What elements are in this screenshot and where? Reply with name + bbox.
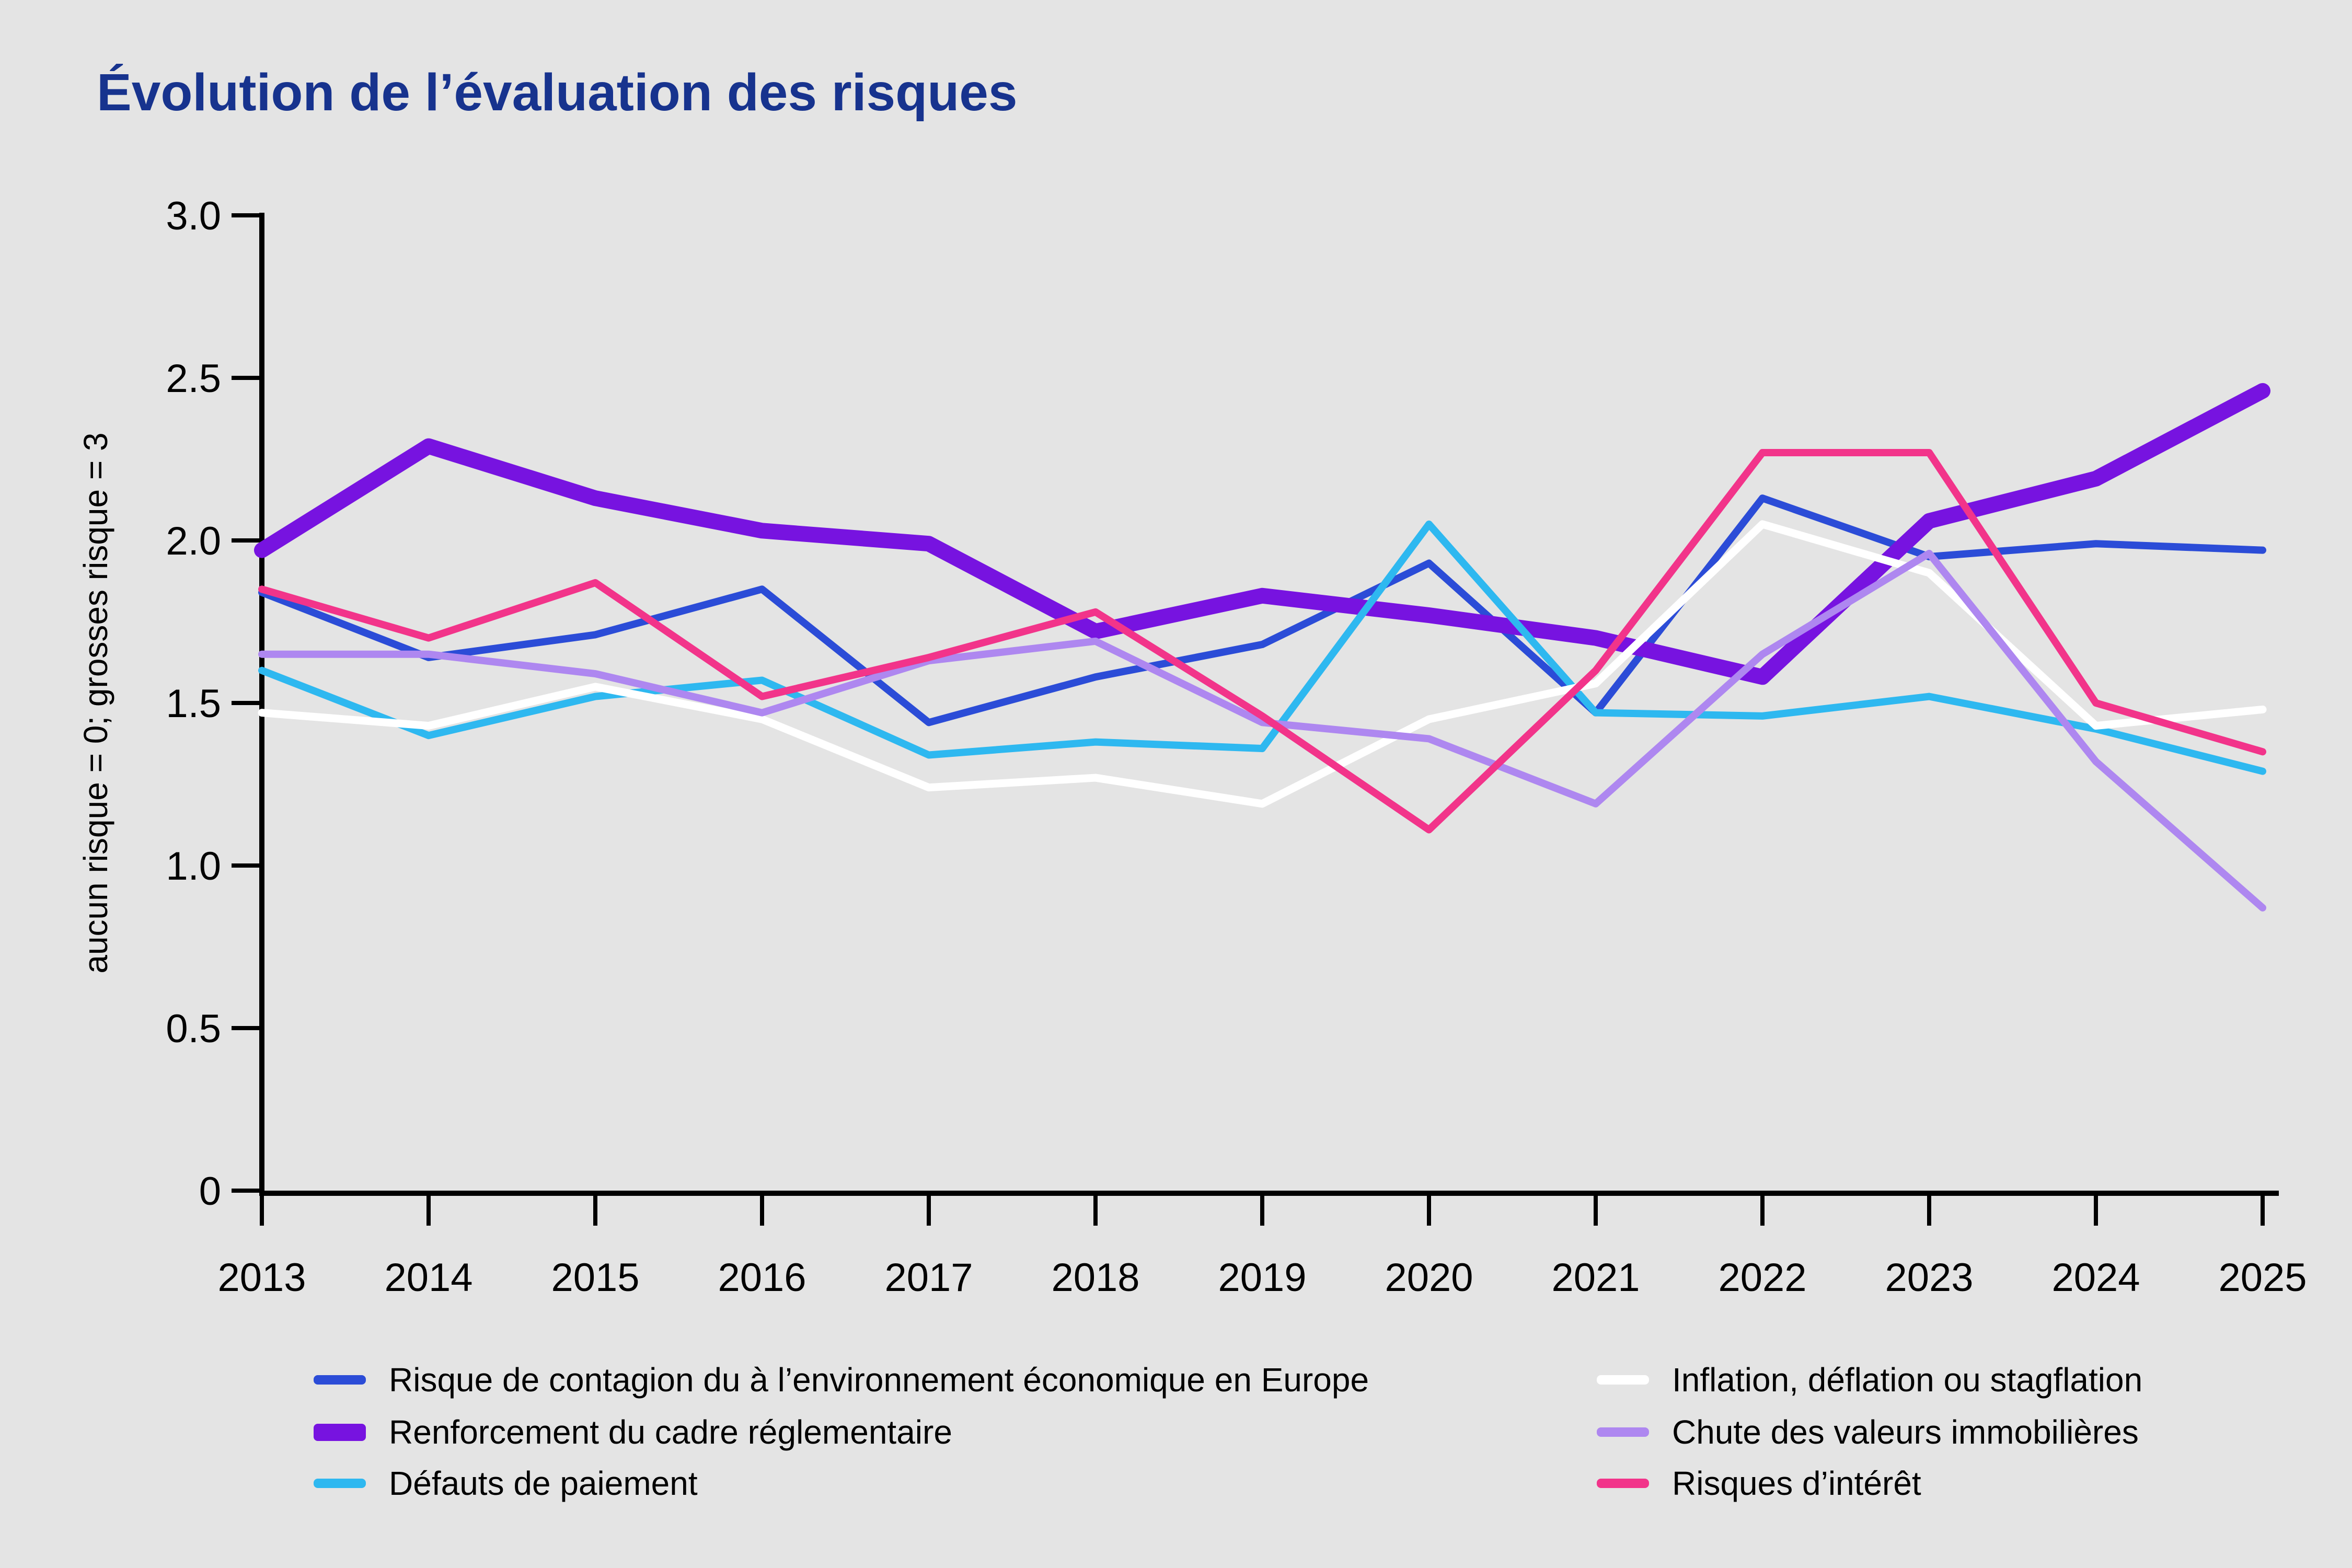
y-tick-label: 0.5 [166, 1007, 221, 1051]
series-line-3 [258, 520, 2267, 808]
y-axis-title: aucun risque = 0; grosses risque = 3 [77, 432, 114, 973]
x-tick-label: 2014 [384, 1255, 472, 1300]
x-tick-label: 2013 [217, 1255, 306, 1300]
series-line-0 [258, 494, 2266, 727]
x-tick-label: 2016 [718, 1255, 806, 1300]
x-tick-label: 2020 [1385, 1255, 1473, 1300]
x-tick-label: 2018 [1051, 1255, 1139, 1300]
x-tick-label: 2017 [884, 1255, 973, 1300]
x-tick-label: 2015 [551, 1255, 639, 1300]
x-tick-label: 2019 [1218, 1255, 1306, 1300]
x-tick-label: 2023 [1885, 1255, 1973, 1300]
y-tick-label: 1.0 [166, 844, 221, 889]
chart-title: Évolution de l’évaluation des risques [97, 63, 1018, 122]
x-tick-label: 2021 [1551, 1255, 1640, 1300]
y-tick-label: 2.5 [166, 356, 221, 401]
series-line-5 [258, 449, 2266, 834]
series-line-1 [254, 383, 2270, 685]
y-tick-label: 0 [199, 1169, 221, 1214]
y-tick-label: 3.0 [166, 194, 221, 238]
y-tick-label: 1.5 [166, 682, 221, 726]
x-tick-label: 2024 [2051, 1255, 2140, 1300]
series-line-4 [258, 549, 2266, 912]
series-line-2 [258, 520, 2266, 775]
y-tick-label: 2.0 [166, 519, 221, 563]
x-tick-label: 2022 [1718, 1255, 1806, 1300]
x-tick-label: 2025 [2218, 1255, 2307, 1300]
